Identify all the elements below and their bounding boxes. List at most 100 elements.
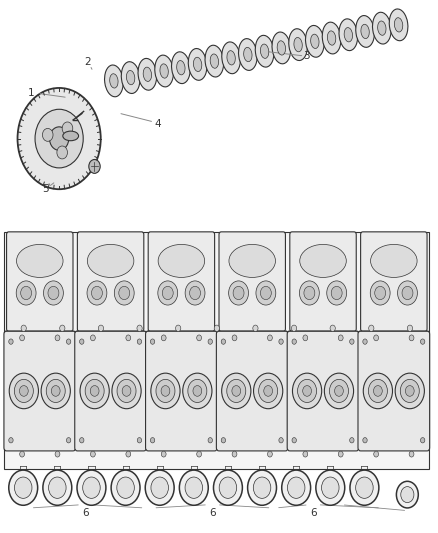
Ellipse shape bbox=[294, 37, 302, 52]
Circle shape bbox=[330, 325, 336, 332]
Circle shape bbox=[92, 286, 102, 300]
Circle shape bbox=[227, 379, 246, 402]
Ellipse shape bbox=[227, 51, 235, 65]
Circle shape bbox=[161, 335, 166, 341]
Text: 6: 6 bbox=[209, 508, 216, 518]
Ellipse shape bbox=[194, 57, 202, 71]
Circle shape bbox=[409, 335, 414, 341]
Circle shape bbox=[401, 487, 414, 503]
Circle shape bbox=[321, 477, 339, 498]
Circle shape bbox=[208, 438, 212, 443]
Circle shape bbox=[89, 159, 100, 173]
Circle shape bbox=[370, 281, 390, 305]
Circle shape bbox=[9, 438, 13, 443]
Ellipse shape bbox=[160, 64, 168, 78]
Circle shape bbox=[193, 385, 202, 396]
Circle shape bbox=[396, 481, 418, 508]
Circle shape bbox=[331, 286, 342, 300]
Ellipse shape bbox=[110, 74, 118, 88]
Circle shape bbox=[233, 286, 244, 300]
Circle shape bbox=[197, 451, 201, 457]
Circle shape bbox=[91, 335, 95, 341]
Circle shape bbox=[400, 379, 419, 402]
Circle shape bbox=[43, 470, 72, 505]
Circle shape bbox=[151, 477, 169, 498]
Ellipse shape bbox=[272, 32, 291, 64]
Ellipse shape bbox=[322, 22, 341, 54]
Circle shape bbox=[20, 335, 25, 341]
Ellipse shape bbox=[172, 52, 190, 84]
Circle shape bbox=[221, 438, 226, 443]
Circle shape bbox=[222, 373, 251, 409]
Circle shape bbox=[46, 379, 65, 402]
Circle shape bbox=[51, 385, 60, 396]
Circle shape bbox=[303, 451, 308, 457]
Circle shape bbox=[304, 286, 315, 300]
Circle shape bbox=[374, 335, 378, 341]
Circle shape bbox=[161, 451, 166, 457]
Circle shape bbox=[183, 373, 212, 409]
Circle shape bbox=[80, 438, 84, 443]
Text: 5: 5 bbox=[42, 184, 49, 194]
Circle shape bbox=[21, 286, 32, 300]
Circle shape bbox=[137, 325, 142, 332]
Text: 1: 1 bbox=[27, 88, 34, 98]
Text: 3: 3 bbox=[303, 51, 310, 61]
Circle shape bbox=[292, 339, 297, 344]
FancyBboxPatch shape bbox=[75, 331, 146, 451]
Circle shape bbox=[9, 470, 38, 505]
Ellipse shape bbox=[277, 41, 286, 55]
Circle shape bbox=[126, 335, 131, 341]
Ellipse shape bbox=[143, 67, 152, 82]
Circle shape bbox=[338, 335, 343, 341]
Circle shape bbox=[363, 339, 367, 344]
Circle shape bbox=[420, 339, 425, 344]
Ellipse shape bbox=[210, 54, 219, 68]
Circle shape bbox=[176, 325, 181, 332]
Circle shape bbox=[20, 451, 25, 457]
Circle shape bbox=[350, 438, 354, 443]
Circle shape bbox=[293, 373, 321, 409]
Text: 2: 2 bbox=[84, 58, 91, 67]
FancyBboxPatch shape bbox=[145, 331, 217, 451]
Circle shape bbox=[338, 451, 343, 457]
Circle shape bbox=[55, 335, 60, 341]
Circle shape bbox=[406, 385, 414, 396]
Ellipse shape bbox=[155, 55, 173, 87]
Text: 6: 6 bbox=[82, 508, 89, 518]
Circle shape bbox=[232, 451, 237, 457]
Circle shape bbox=[91, 451, 95, 457]
Circle shape bbox=[259, 379, 278, 402]
Circle shape bbox=[150, 438, 155, 443]
Circle shape bbox=[409, 451, 414, 457]
Circle shape bbox=[48, 286, 59, 300]
Circle shape bbox=[368, 379, 387, 402]
Ellipse shape bbox=[87, 245, 134, 277]
Circle shape bbox=[9, 339, 13, 344]
Circle shape bbox=[329, 379, 349, 402]
Circle shape bbox=[190, 286, 201, 300]
Ellipse shape bbox=[261, 44, 269, 59]
Circle shape bbox=[14, 477, 32, 498]
Circle shape bbox=[67, 339, 71, 344]
Circle shape bbox=[229, 281, 248, 305]
Circle shape bbox=[49, 127, 69, 150]
Circle shape bbox=[254, 373, 283, 409]
Circle shape bbox=[161, 385, 170, 396]
Circle shape bbox=[85, 379, 104, 402]
Circle shape bbox=[325, 373, 353, 409]
Circle shape bbox=[279, 339, 283, 344]
Circle shape bbox=[137, 438, 141, 443]
Circle shape bbox=[42, 128, 53, 141]
Circle shape bbox=[303, 385, 311, 396]
Circle shape bbox=[253, 325, 258, 332]
Circle shape bbox=[279, 438, 283, 443]
Circle shape bbox=[350, 470, 379, 505]
Circle shape bbox=[80, 373, 109, 409]
Circle shape bbox=[122, 385, 131, 396]
Circle shape bbox=[356, 477, 373, 498]
Circle shape bbox=[395, 373, 424, 409]
Ellipse shape bbox=[255, 35, 274, 67]
FancyBboxPatch shape bbox=[7, 232, 73, 332]
Circle shape bbox=[232, 385, 240, 396]
